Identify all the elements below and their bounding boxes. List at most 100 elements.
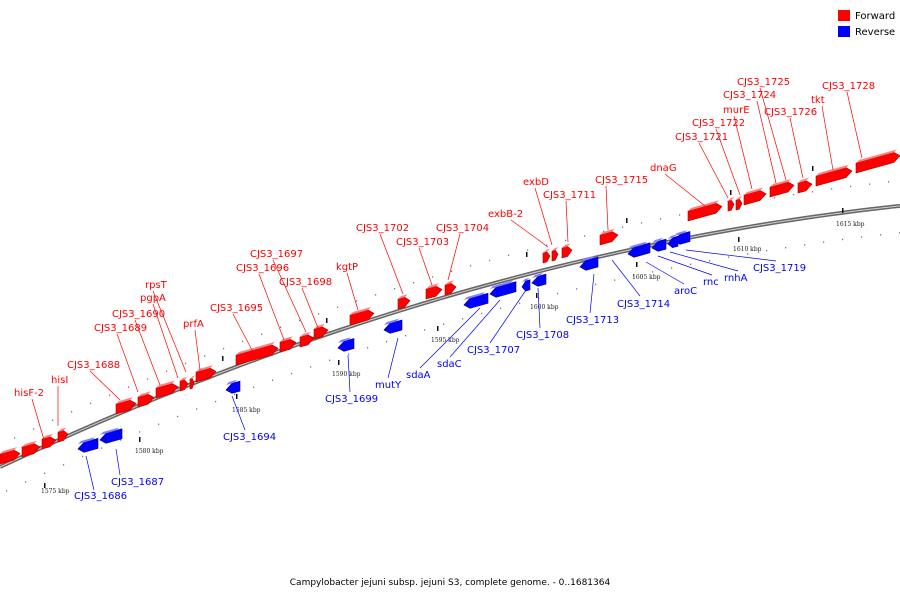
- gene-pgpa-5[interactable]: [137, 391, 155, 408]
- gene-cjs3-1696-9[interactable]: [195, 365, 217, 383]
- minor-tick: [633, 275, 635, 277]
- label-cjs3-1702: CJS3_1702: [356, 223, 409, 295]
- label-cjs3-1707: CJS3_1707: [467, 289, 527, 356]
- gene-cjs3-1689-3[interactable]: [57, 427, 69, 443]
- gene-cjs3-1726-26[interactable]: [769, 179, 795, 198]
- gene-cjs3-1704-15[interactable]: [397, 294, 411, 310]
- major-tick: [526, 252, 528, 257]
- gene-tkt-27[interactable]: [797, 177, 813, 194]
- svg-text:CJS3_1690: CJS3_1690: [112, 309, 165, 320]
- label-cjs3-1722: CJS3_1722: [692, 118, 745, 196]
- gene-hisi-1[interactable]: [21, 440, 41, 458]
- gene-labels: hisF-2 hisI CJS3_1688 CJS3_1689 CJS3_1690 pgp…: [14, 77, 875, 502]
- label-mure: murE: [723, 105, 753, 190]
- svg-text:rpsT: rpsT: [145, 280, 168, 291]
- gene-sdac-6[interactable]: [489, 280, 517, 298]
- gene-cjs3-1728-28[interactable]: [815, 164, 853, 187]
- gene-cjs3-1711-18[interactable]: [542, 248, 551, 264]
- gene-cjs3-1695-8[interactable]: [189, 375, 196, 390]
- gene-cjs3-1690-4[interactable]: [115, 397, 137, 415]
- svg-text:CJS3_1704: CJS3_1704: [436, 223, 489, 234]
- minor-tick: [432, 276, 434, 278]
- gene-cjs3-1703-14[interactable]: [349, 307, 375, 326]
- minor-tick: [139, 431, 141, 433]
- svg-text:CJS3_1689: CJS3_1689: [94, 323, 147, 334]
- label-kgtp: kgtP: [336, 262, 359, 311]
- gene-exbd-17[interactable]: [444, 280, 457, 296]
- svg-text:CJS3_1726: CJS3_1726: [764, 107, 817, 118]
- gene-muty-4[interactable]: [383, 318, 403, 334]
- minor-tick: [557, 292, 559, 295]
- svg-text:CJS3_1699: CJS3_1699: [325, 394, 378, 405]
- major-tick: [222, 356, 224, 361]
- gene-cjs3-1687-1[interactable]: [99, 427, 123, 444]
- gene-cjs3-1728-29[interactable]: [855, 149, 900, 174]
- label-cjs3-1711: CJS3_1711: [543, 190, 596, 243]
- gene-exbb-2-16[interactable]: [425, 283, 443, 300]
- minor-tick: [318, 313, 320, 315]
- scale-label: 1585 kbp: [232, 407, 261, 414]
- scale-label: 1580 kbp: [135, 448, 164, 455]
- major-tick: [338, 360, 340, 365]
- gene-mure-23[interactable]: [727, 197, 735, 212]
- minor-tick: [641, 222, 643, 224]
- legend-forward-label: Forward: [855, 11, 895, 22]
- minor-tick: [90, 402, 92, 405]
- gene-aroc-10[interactable]: [627, 241, 651, 258]
- gene-cjs3-1694-2[interactable]: [225, 379, 241, 394]
- label-cjs3-1689: CJS3_1689: [94, 323, 147, 393]
- legend: Forward Reverse: [838, 10, 895, 38]
- gene-sdaa-5[interactable]: [463, 292, 489, 309]
- svg-text:CJS3_1695: CJS3_1695: [210, 303, 263, 314]
- gene-cjs3-1702-13[interactable]: [313, 323, 329, 340]
- major-tick: [437, 326, 439, 331]
- gene-rnc-11[interactable]: [651, 237, 667, 252]
- gene-cjs3-1724-24[interactable]: [735, 196, 743, 211]
- gene-prfa-7[interactable]: [179, 376, 189, 392]
- label-cjs3-1694: CJS3_1694: [223, 395, 276, 443]
- minor-tick: [584, 235, 586, 237]
- svg-text:CJS3_1719: CJS3_1719: [753, 263, 806, 274]
- minor-tick: [462, 318, 464, 320]
- minor-tick: [310, 366, 312, 368]
- minor-tick: [44, 472, 46, 474]
- minor-tick: [280, 326, 282, 328]
- gene-cjs3-1707-7[interactable]: [521, 277, 531, 292]
- gene-cjs3-1697-10[interactable]: [235, 341, 279, 366]
- major-tick: [812, 166, 814, 171]
- gene-cjs3-1715-19[interactable]: [551, 247, 559, 262]
- minor-tick: [470, 265, 472, 267]
- gene-dnag-20[interactable]: [561, 243, 573, 259]
- label-cjs3-1719: CJS3_1719: [685, 249, 806, 274]
- gene-cjs3-1721-21[interactable]: [599, 228, 619, 246]
- minor-tick: [888, 181, 890, 183]
- scale-label: 1610 kbp: [733, 246, 762, 253]
- minor-tick: [785, 247, 787, 249]
- minor-tick: [823, 241, 825, 243]
- scale-label: 1595 kbp: [431, 337, 460, 344]
- gene-cjs3-1686-0[interactable]: [77, 437, 99, 453]
- gene-hisf-2-0[interactable]: [0, 447, 21, 465]
- gene-kgtp-12[interactable]: [299, 331, 315, 348]
- gene-cjs3-1688-2[interactable]: [41, 433, 57, 450]
- minor-tick: [489, 259, 491, 262]
- svg-text:CJS3_1698: CJS3_1698: [279, 277, 332, 288]
- gene-cjs3-1725-25[interactable]: [743, 187, 767, 206]
- label-rnha: rnhA: [669, 251, 748, 284]
- label-sdaa: sdaA: [406, 307, 481, 381]
- gene-cjs3-1699-3[interactable]: [337, 337, 355, 352]
- minor-tick: [443, 323, 445, 325]
- gene-rpst-6[interactable]: [155, 380, 179, 399]
- svg-text:dnaG: dnaG: [650, 163, 677, 174]
- svg-text:CJS3_1724: CJS3_1724: [723, 90, 776, 101]
- gene-cjs3-1719-13[interactable]: [673, 230, 691, 245]
- minor-tick: [158, 423, 160, 425]
- gene-cjs3-1722-22[interactable]: [687, 200, 723, 222]
- legend-reverse-label: Reverse: [855, 27, 895, 38]
- gene-cjs3-1713-9[interactable]: [579, 255, 599, 271]
- minor-tick: [728, 256, 730, 258]
- gene-cjs3-1698-11[interactable]: [279, 336, 297, 353]
- label-cjs3-1696: CJS3_1696: [236, 263, 289, 341]
- gene-cjs3-1708-8[interactable]: [531, 272, 547, 287]
- minor-tick: [671, 267, 673, 269]
